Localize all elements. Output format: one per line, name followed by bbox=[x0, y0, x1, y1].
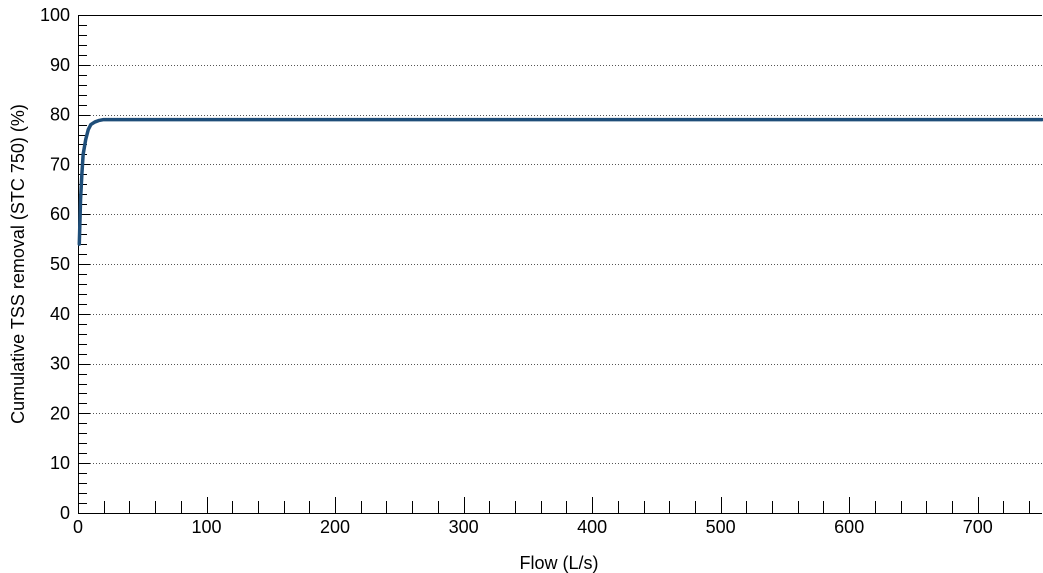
y-tick-label: 90 bbox=[50, 55, 70, 75]
x-tick-label: 500 bbox=[706, 517, 736, 537]
x-tick-label: 200 bbox=[320, 517, 350, 537]
y-tick-label: 70 bbox=[50, 154, 70, 174]
y-tick-label: 60 bbox=[50, 204, 70, 224]
x-tick-label: 600 bbox=[834, 517, 864, 537]
x-tick-label: 100 bbox=[192, 517, 222, 537]
y-tick-label: 100 bbox=[40, 5, 70, 25]
y-tick-label: 40 bbox=[50, 304, 70, 324]
y-tick-label: 30 bbox=[50, 354, 70, 374]
y-tick-label: 0 bbox=[60, 503, 70, 523]
x-tick-label: 700 bbox=[963, 517, 993, 537]
x-axis-title: Flow (L/s) bbox=[519, 553, 598, 573]
x-tick-label: 0 bbox=[73, 517, 83, 537]
tick-labels: 0 10 20 30 40 50 60 70 80 90 100 0 100 200 300 400 500 60… bbox=[40, 5, 993, 537]
y-axis-title: Cumulative TSS removal (STC 750) (%) bbox=[8, 104, 28, 424]
y-tick-label: 50 bbox=[50, 254, 70, 274]
x-tick-label: 400 bbox=[577, 517, 607, 537]
y-tick-label: 80 bbox=[50, 105, 70, 125]
axis-ticks bbox=[78, 15, 1030, 514]
y-tick-label: 20 bbox=[50, 403, 70, 423]
y-tick-label: 10 bbox=[50, 453, 70, 473]
series-line bbox=[77, 117, 1043, 246]
x-tick-label: 300 bbox=[449, 517, 479, 537]
series-lines bbox=[77, 117, 1043, 246]
gridlines bbox=[78, 15, 1042, 464]
